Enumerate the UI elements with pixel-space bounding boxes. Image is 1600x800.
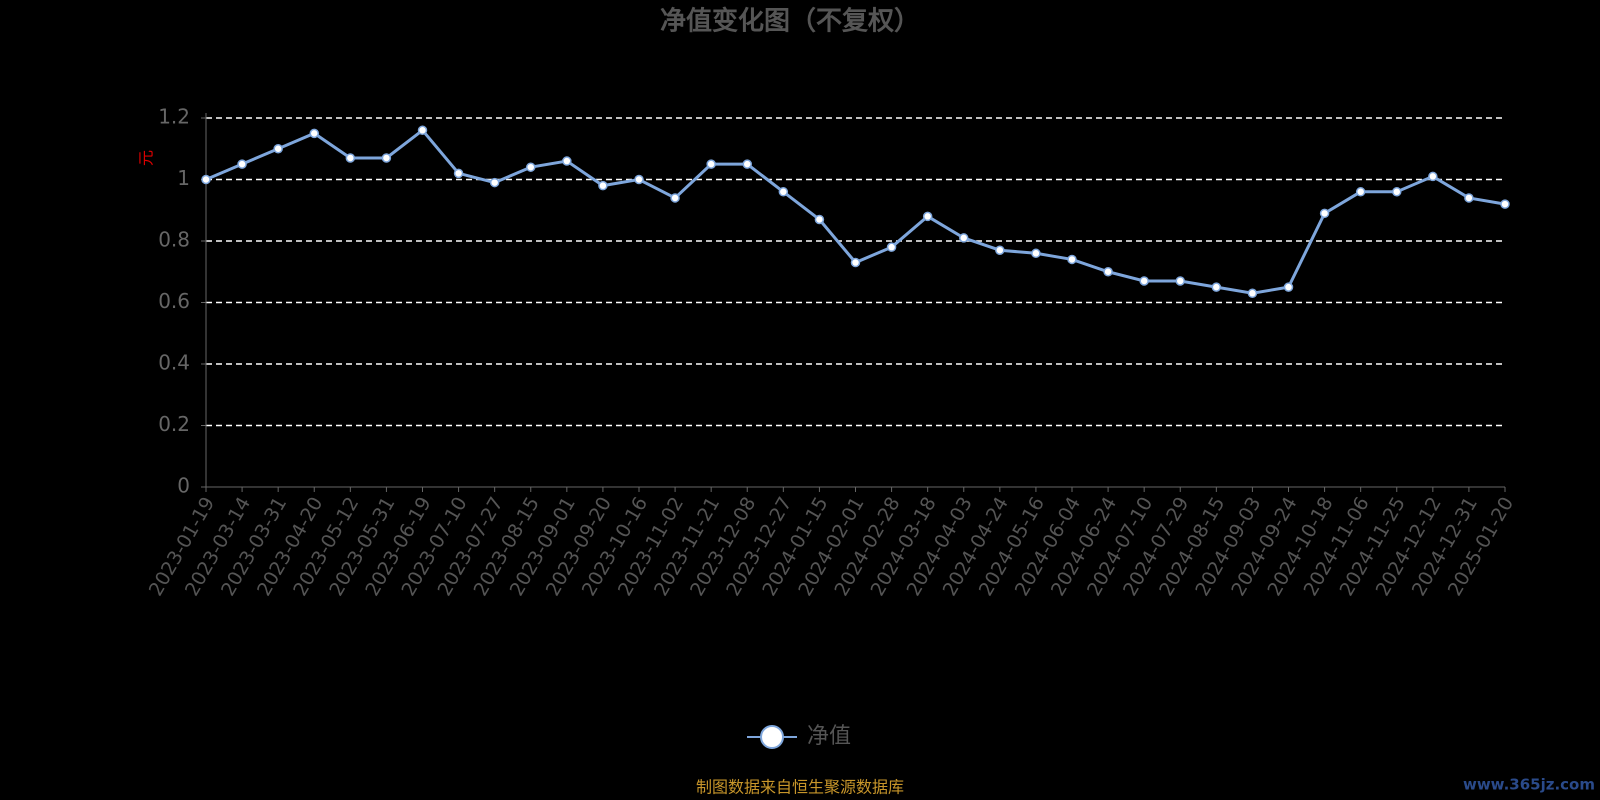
y-axis-label: 元	[137, 150, 156, 166]
point	[995, 245, 1005, 255]
point	[1500, 199, 1510, 209]
point	[1103, 267, 1113, 277]
point	[706, 159, 716, 169]
point	[1139, 276, 1149, 286]
point	[345, 153, 356, 163]
point	[814, 214, 825, 225]
point	[1355, 187, 1366, 197]
point	[526, 162, 536, 172]
point	[742, 159, 752, 169]
point	[1067, 254, 1077, 265]
point	[1428, 171, 1438, 182]
legend-label: 净值	[807, 724, 851, 749]
source-note: 制图数据来自恒生聚源数据库	[696, 778, 904, 797]
point	[1319, 208, 1330, 219]
point	[670, 193, 680, 203]
point	[886, 242, 897, 252]
point	[309, 128, 319, 139]
point	[201, 174, 211, 185]
point	[1392, 187, 1402, 197]
y-tick-label: 0.8	[158, 228, 190, 252]
point	[598, 180, 608, 191]
line	[205, 128, 1506, 295]
legend-marker	[760, 725, 784, 749]
point	[417, 125, 428, 136]
point	[922, 211, 933, 222]
point	[634, 174, 644, 185]
point	[453, 168, 464, 179]
point	[959, 233, 969, 243]
y-tick-label: 0.4	[158, 351, 190, 375]
point	[562, 156, 572, 166]
y-tick-label: 0	[177, 474, 190, 498]
point	[1031, 248, 1041, 259]
point	[1283, 282, 1294, 292]
point	[381, 153, 392, 163]
watermark: www.365jz.com	[1463, 776, 1595, 794]
point	[1175, 276, 1185, 286]
point	[237, 159, 247, 169]
y-tick-label: 0.2	[158, 412, 190, 436]
y-tick-label: 0.6	[158, 289, 190, 313]
y-tick-label: 1	[177, 166, 190, 190]
chart-title: 净值变化图（不复权）	[660, 6, 920, 37]
point	[1247, 288, 1258, 299]
point	[489, 177, 500, 188]
point	[850, 257, 861, 268]
point	[1211, 282, 1222, 292]
point	[273, 144, 283, 154]
y-tick-label: 1.2	[158, 105, 190, 129]
point	[778, 187, 789, 197]
point	[1464, 193, 1474, 203]
